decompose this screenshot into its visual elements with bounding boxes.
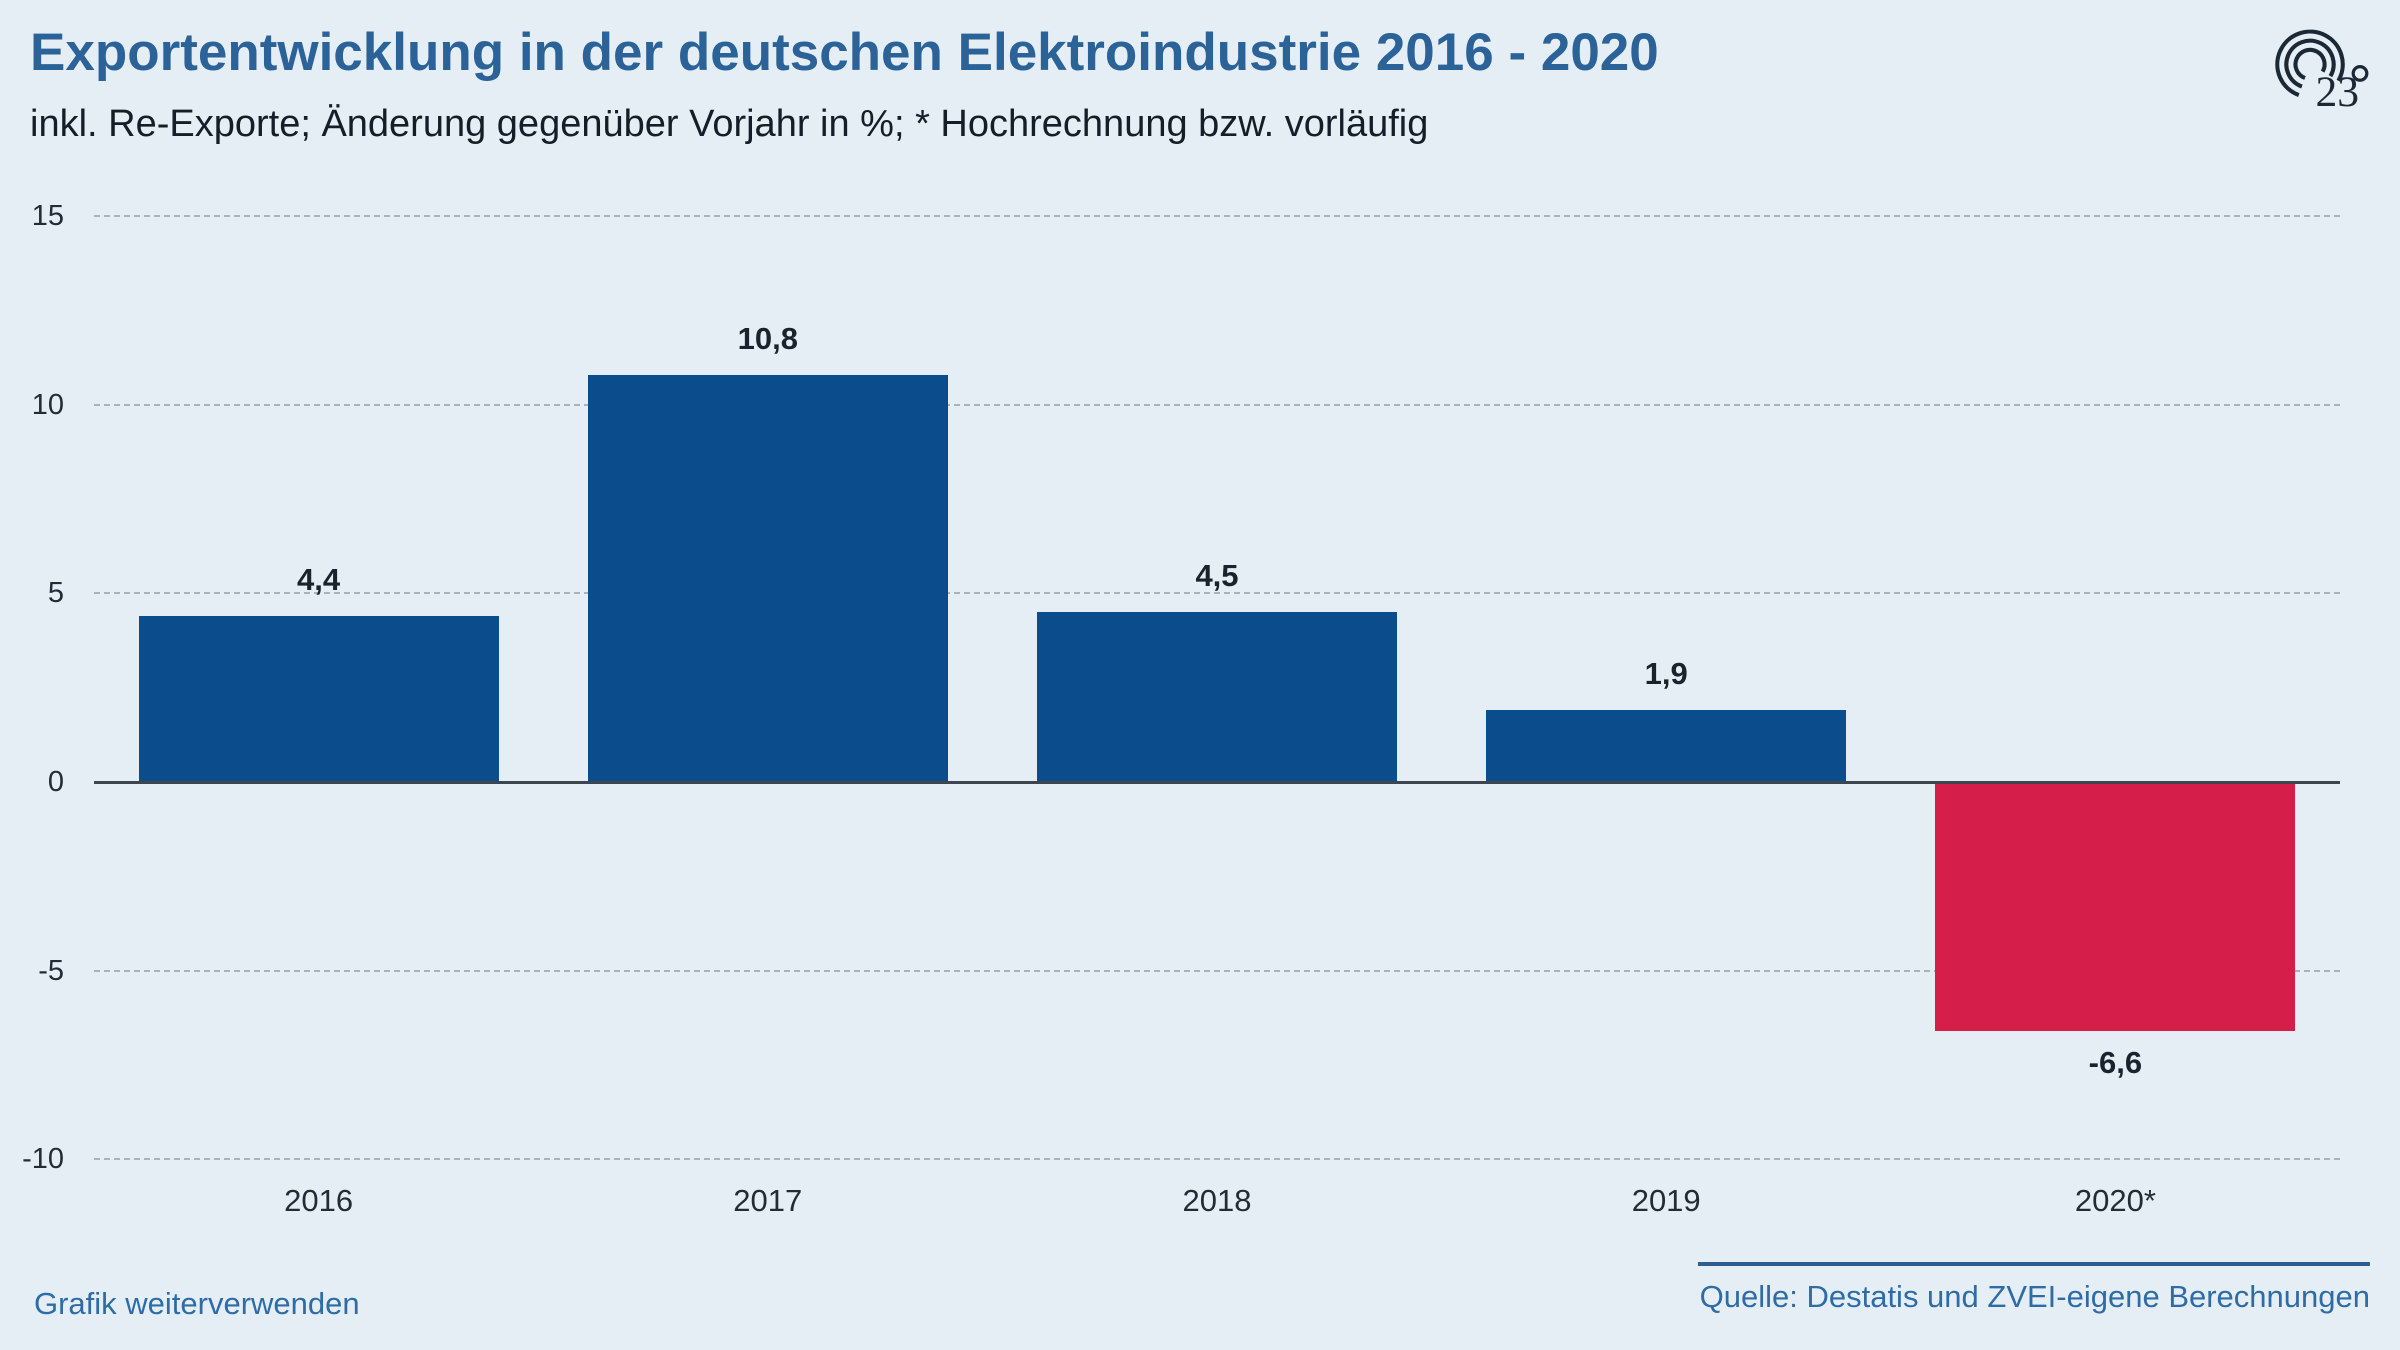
value-label-2017: 10,8 [737, 320, 798, 356]
source-block: Quelle: Destatis und ZVEI-eigene Berechn… [1698, 1262, 2370, 1315]
x-axis-label-2019: 2019 [1631, 1183, 1701, 1218]
x-axis-label-2016: 2016 [284, 1183, 354, 1218]
value-label-2016: 4,4 [297, 562, 341, 598]
y-axis-tick--5: -5 [38, 954, 64, 987]
bar-2018[interactable] [1037, 612, 1397, 782]
value-label-2019: 1,9 [1644, 656, 1688, 692]
bar-2016[interactable] [138, 616, 499, 782]
bar-2020*[interactable] [1935, 782, 2296, 1031]
logo-arcs-icon [2275, 29, 2345, 98]
zero-axis-line [94, 780, 2340, 784]
y-axis-tick-0: 0 [47, 766, 64, 798]
reuse-graphic-link[interactable]: Grafik weiterverwenden [34, 1286, 360, 1321]
gridline-15 [94, 215, 2340, 218]
23degrees-logo[interactable]: 23 [2270, 22, 2370, 114]
y-axis-tick-5: 5 [47, 577, 64, 610]
chart-title: Exportentwicklung in der deutschen Elekt… [30, 23, 1659, 82]
y-axis-tick-10: 10 [31, 388, 64, 421]
chart-subtitle: inkl. Re-Exporte; Änderung gegenüber Vor… [30, 103, 1429, 145]
x-axis-label-2018: 2018 [1182, 1183, 1252, 1218]
value-label-2018: 4,5 [1195, 558, 1239, 594]
gridline-5 [94, 592, 2340, 595]
logo-degree-icon [2351, 65, 2369, 82]
bar-2019[interactable] [1486, 710, 1847, 782]
x-axis-label-2017: 2017 [733, 1183, 803, 1218]
logo-text: 23 [2315, 68, 2359, 114]
value-label-2020*: -6,6 [2088, 1044, 2143, 1080]
gridline--10 [94, 1158, 2340, 1161]
source-text: Quelle: Destatis und ZVEI-eigene Berechn… [1699, 1279, 2370, 1314]
gridline--5 [94, 969, 2340, 972]
source-divider [1698, 1262, 2370, 1266]
bar-2017[interactable] [587, 374, 948, 782]
gridline-10 [94, 403, 2340, 406]
x-axis-label-2020*: 2020* [2074, 1183, 2156, 1218]
y-axis-tick-15: 15 [31, 200, 64, 233]
y-axis-tick--10: -10 [22, 1143, 64, 1176]
